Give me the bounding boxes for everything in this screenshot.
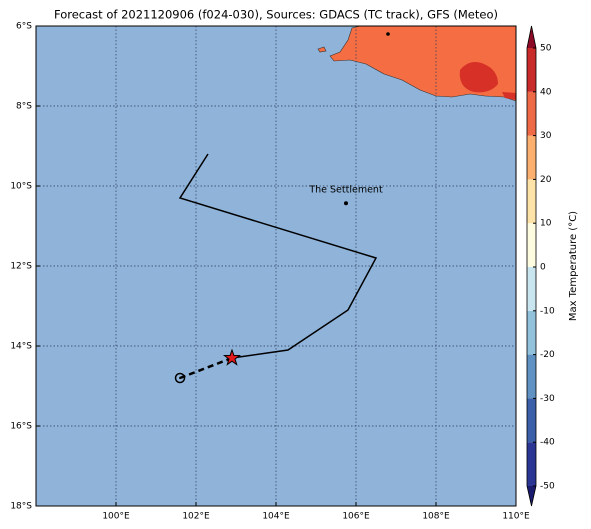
- x-tick-label: 104°E: [262, 512, 290, 522]
- colorbar-tick-label: 10: [540, 219, 552, 229]
- y-tick-label: 8°S: [16, 102, 32, 112]
- forecast-end: [174, 372, 186, 384]
- settlement-label: The Settlement: [308, 185, 383, 196]
- y-tick-label: 16°S: [10, 422, 32, 432]
- current-position: [222, 348, 242, 366]
- colorbar-tick-label: -50: [540, 482, 555, 492]
- colorbar-tick-label: -40: [540, 438, 555, 448]
- colorbar-under: [527, 486, 536, 506]
- colorbar-band: [527, 267, 536, 311]
- colorbar-tick-label: 30: [540, 131, 552, 141]
- y-tick-label: 6°S: [16, 22, 32, 32]
- x-tick-label: 102°E: [182, 512, 210, 522]
- colorbar-tick-label: 0: [540, 263, 546, 273]
- y-tick-label: 14°S: [10, 342, 32, 352]
- warm-patch: [502, 92, 516, 100]
- colorbar-band: [527, 179, 536, 224]
- x-tick-label: 110°E: [502, 512, 530, 522]
- colorbar-band: [527, 398, 536, 443]
- land: [317, 25, 517, 102]
- colorbar-band: [527, 135, 536, 180]
- colorbar-tick-label: -30: [540, 394, 555, 404]
- x-tick-label: 106°E: [342, 512, 370, 522]
- colorbar-band: [527, 310, 536, 355]
- settlement-dot: [344, 201, 348, 206]
- islet: [317, 46, 327, 53]
- y-tick-label: 10°S: [10, 182, 32, 192]
- y-tick-label: 18°S: [10, 502, 32, 512]
- town-dot: [386, 32, 390, 36]
- warm-patch: [459, 62, 498, 93]
- y-tick-label: 12°S: [10, 262, 32, 272]
- colorbar-tick-label: 20: [540, 175, 552, 185]
- chart-title: Forecast of 2021120906 (f024-030), Sourc…: [54, 8, 498, 22]
- ocean: [36, 26, 516, 506]
- forecast-end-dot: [179, 377, 181, 379]
- colorbar-band: [527, 91, 536, 136]
- track-line: [178, 153, 378, 359]
- colorbar-band: [527, 48, 536, 92]
- colorbar-tick-label: -20: [540, 350, 555, 360]
- colorbar-tick-label: 40: [540, 87, 552, 97]
- colorbar-band: [527, 442, 536, 486]
- x-tick-label: 100°E: [102, 512, 130, 522]
- colorbar-tick-label: -10: [540, 306, 555, 316]
- x-tick-label: 108°E: [422, 512, 450, 522]
- colorbar-label: Max Temperature (°C): [568, 211, 579, 321]
- colorbar-over: [527, 26, 536, 48]
- colorbar-band: [527, 354, 536, 399]
- colorbar-band: [527, 223, 536, 267]
- colorbar-tick-label: 50: [540, 44, 552, 54]
